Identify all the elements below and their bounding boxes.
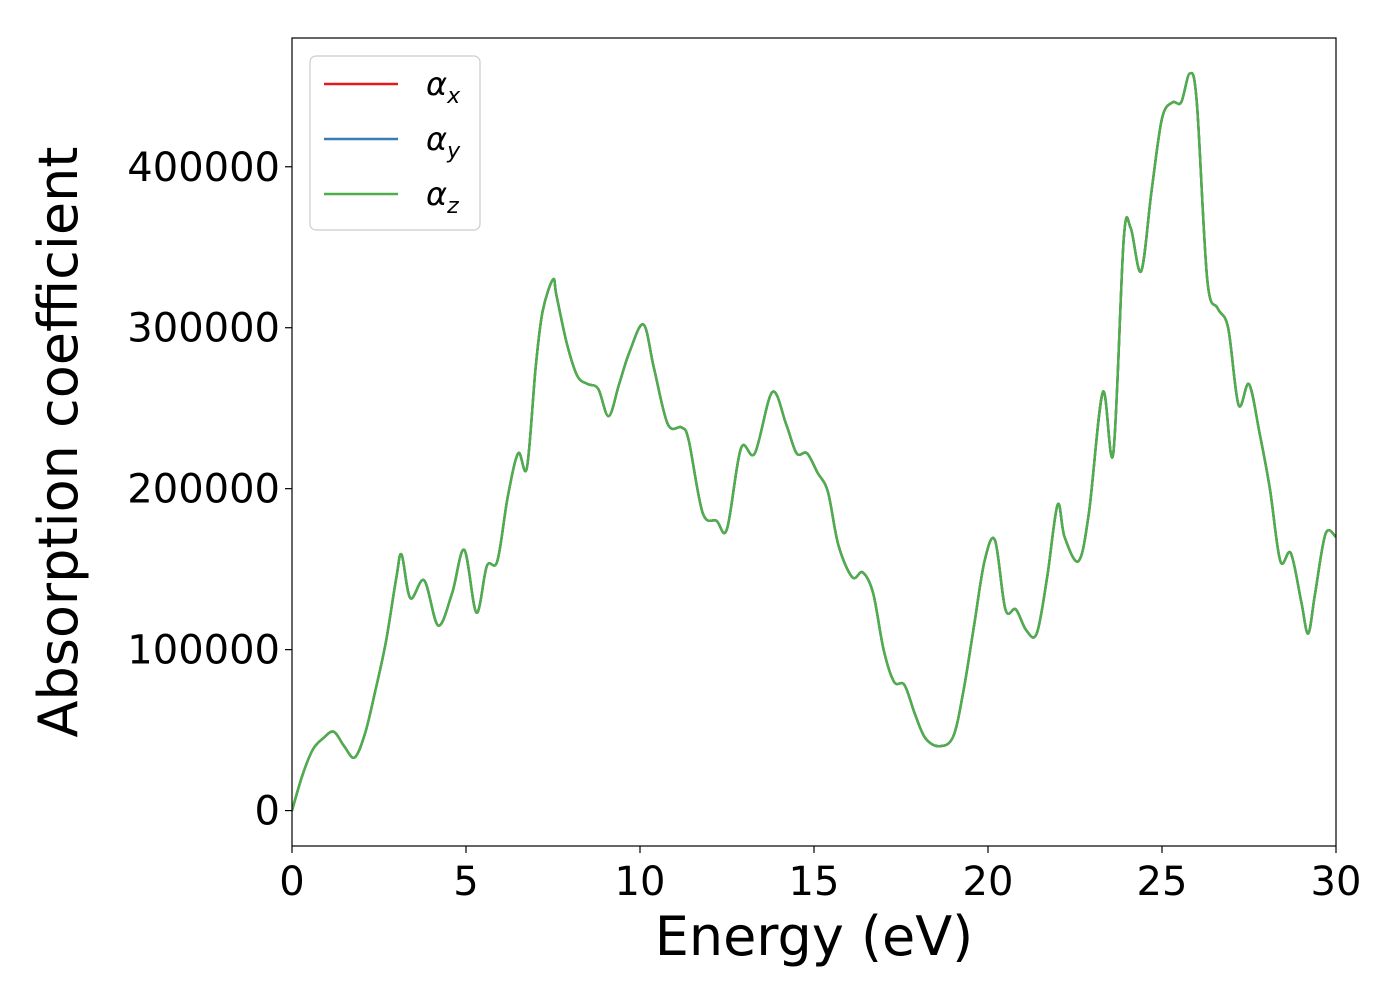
y-axis-ticks: 0 100000 200000 300000 400000	[127, 145, 292, 835]
x-tick-label: 0	[279, 859, 304, 905]
y-tick-label: 100000	[127, 628, 280, 674]
x-tick-label: 5	[453, 859, 478, 905]
legend-box	[309, 55, 481, 231]
y-tick-label: 400000	[127, 145, 280, 191]
x-axis-label: Energy (eV)	[655, 905, 974, 968]
legend: αx αy αz	[309, 55, 481, 231]
x-tick-label: 15	[789, 859, 840, 905]
x-tick-label: 20	[963, 859, 1014, 905]
legend-label-alpha-z: αz	[426, 175, 459, 219]
series-line-alpha-z	[292, 71, 1336, 812]
y-tick-label: 0	[255, 789, 280, 835]
plot-frame	[291, 37, 1337, 847]
x-tick-label: 30	[1311, 859, 1362, 905]
legend-label-alpha-x: αx	[426, 65, 461, 109]
y-tick-label: 300000	[127, 306, 280, 352]
series-lines	[292, 71, 1336, 812]
legend-label-alpha-y: αy	[426, 120, 461, 164]
x-axis-ticks: 0 5 10 15 20 25 30	[279, 846, 1361, 905]
y-tick-label: 200000	[127, 467, 280, 513]
y-axis-label: Absorption coefficient	[27, 147, 90, 738]
x-tick-label: 10	[615, 859, 666, 905]
x-tick-label: 25	[1137, 859, 1188, 905]
